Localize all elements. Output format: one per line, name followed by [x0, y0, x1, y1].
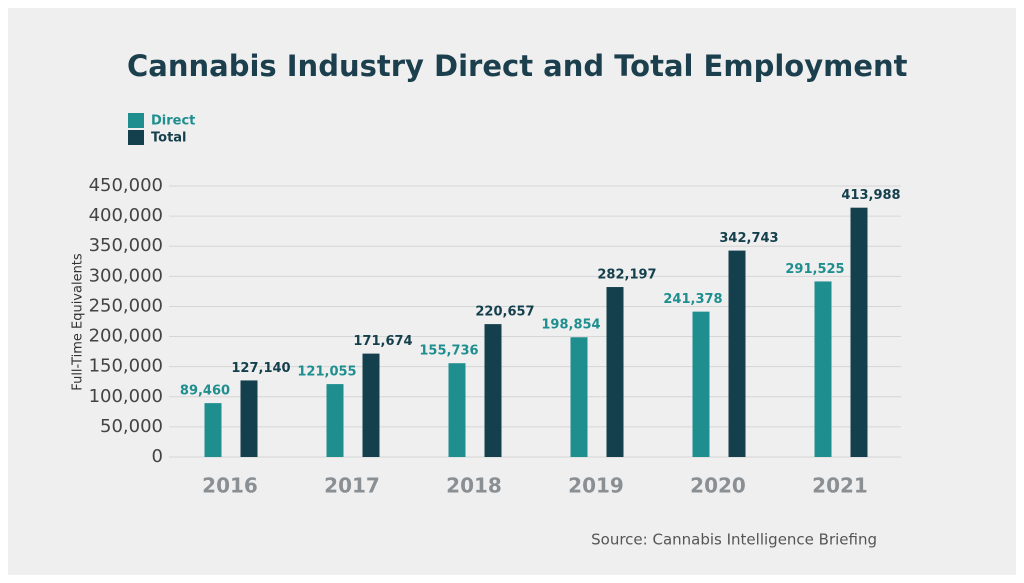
- bar: [484, 324, 502, 457]
- value-label: 127,140: [231, 361, 290, 376]
- value-label: 220,657: [475, 305, 534, 320]
- y-tick-label: 350,000: [89, 235, 163, 256]
- value-label: 241,378: [663, 292, 722, 307]
- x-tick-label: 2017: [324, 474, 380, 498]
- y-axis-label: Full-Time Equivalents: [71, 253, 86, 391]
- value-label: 121,055: [297, 365, 356, 380]
- bar: [692, 311, 710, 457]
- x-tick-label: 2018: [446, 474, 502, 498]
- bar: [240, 380, 258, 457]
- source: Source: Cannabis Intelligence Briefing: [591, 531, 877, 549]
- bar: [570, 337, 588, 457]
- y-tick-label: 200,000: [89, 326, 163, 347]
- legend-swatch: [128, 113, 144, 128]
- y-tick-label: 250,000: [89, 295, 163, 316]
- bar: [448, 363, 466, 457]
- bar: [850, 207, 868, 457]
- y-tick-label: 300,000: [89, 265, 163, 286]
- value-label: 291,525: [785, 262, 844, 277]
- bar: [606, 287, 624, 457]
- value-label: 282,197: [597, 268, 656, 283]
- y-tick-label: 100,000: [89, 386, 163, 407]
- y-tick-label: 400,000: [89, 205, 163, 226]
- x-tick-label: 2020: [690, 474, 746, 498]
- value-label: 89,460: [180, 384, 230, 399]
- value-label: 155,736: [419, 344, 478, 359]
- y-tick-label: 0: [152, 446, 163, 467]
- bar: [362, 353, 380, 457]
- x-tick-label: 2016: [202, 474, 258, 498]
- legend-swatch: [128, 130, 144, 145]
- x-tick-label: 2019: [568, 474, 624, 498]
- y-tick-label: 150,000: [89, 356, 163, 377]
- chart-title: Cannabis Industry Direct and Total Emplo…: [127, 49, 908, 83]
- legend-label: Total: [151, 131, 187, 146]
- y-tick-label: 450,000: [89, 175, 163, 196]
- bar: [326, 384, 344, 457]
- value-label: 198,854: [541, 318, 600, 333]
- panel: [8, 8, 1016, 575]
- x-tick-label: 2021: [812, 474, 868, 498]
- bar: [814, 281, 832, 457]
- legend-label: Direct: [151, 114, 195, 129]
- bar: [204, 403, 222, 457]
- value-label: 342,743: [719, 231, 778, 246]
- bar: [728, 250, 746, 457]
- y-tick-label: 50,000: [100, 416, 163, 437]
- value-label: 171,674: [353, 334, 412, 349]
- value-label: 413,988: [841, 188, 900, 203]
